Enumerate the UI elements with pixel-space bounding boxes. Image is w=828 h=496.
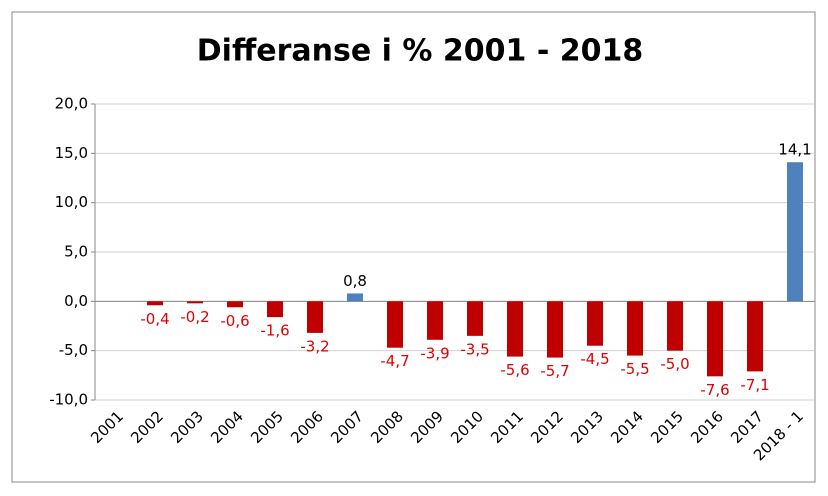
y-tick-label: 5,0: [64, 243, 88, 261]
y-tick-label: 0,0: [64, 292, 88, 310]
bar: [147, 301, 163, 306]
y-tick-label: -10,0: [49, 391, 88, 409]
data-label: -3,5: [460, 340, 489, 358]
data-label: -1,6: [260, 322, 289, 340]
bar: [507, 301, 523, 357]
data-label: -0,6: [220, 312, 249, 330]
data-label: -5,7: [540, 362, 569, 380]
y-tick-label: 20,0: [55, 95, 88, 113]
bar: [267, 301, 283, 318]
y-tick-label: -5,0: [59, 341, 88, 359]
data-label: -0,4: [140, 310, 169, 328]
bar: [307, 301, 323, 333]
data-label: -5,6: [500, 361, 529, 379]
bar: [467, 301, 483, 336]
bar: [347, 293, 363, 302]
data-label: -3,2: [300, 337, 329, 355]
data-label: -5,5: [620, 360, 649, 378]
bar: [747, 301, 763, 372]
y-tick-label: 15,0: [55, 144, 88, 162]
data-label: -4,5: [580, 350, 609, 368]
bar: [547, 301, 563, 358]
y-tick-label: 10,0: [55, 193, 88, 211]
data-label: 14,1: [778, 141, 811, 159]
bar: [787, 162, 803, 302]
data-label: 0,8: [343, 272, 367, 290]
data-label: -7,1: [740, 376, 769, 394]
data-label: -3,9: [420, 344, 449, 362]
data-label: -5,0: [660, 355, 689, 373]
data-label: -4,7: [380, 352, 409, 370]
bar: [227, 301, 243, 308]
bar: [387, 301, 403, 348]
bar: [427, 301, 443, 340]
bar: [587, 301, 603, 346]
chart-title: Differanse i % 2001 - 2018: [197, 34, 643, 69]
bar: [667, 301, 683, 351]
data-label: -0,2: [180, 308, 209, 326]
chart-border: [11, 11, 816, 483]
bar: [187, 301, 203, 304]
bar: [707, 301, 723, 377]
data-label: -7,6: [700, 381, 729, 399]
bar: [627, 301, 643, 356]
